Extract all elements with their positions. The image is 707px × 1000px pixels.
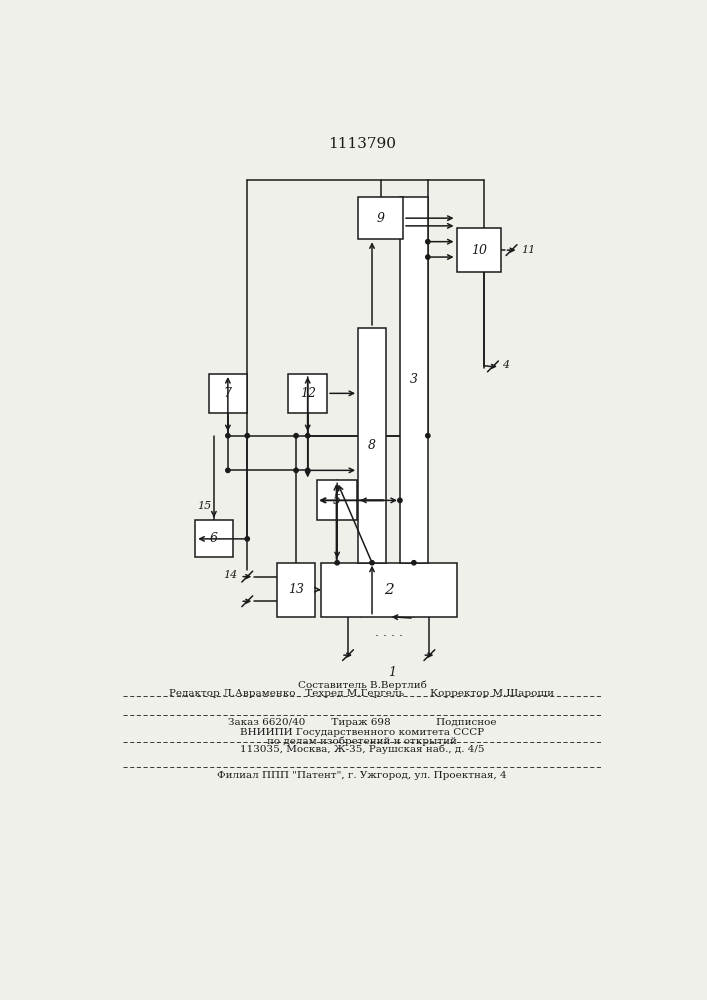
Text: ВНИИПИ Государственного комитета СССР: ВНИИПИ Государственного комитета СССР	[240, 728, 484, 737]
Circle shape	[226, 468, 230, 473]
Text: 2: 2	[384, 583, 394, 597]
Circle shape	[411, 561, 416, 565]
Bar	[288, 374, 327, 413]
Text: 113035, Москва, Ж-35, Раушская наб., д. 4/5: 113035, Москва, Ж-35, Раушская наб., д. …	[240, 744, 484, 754]
Circle shape	[370, 561, 374, 565]
Text: 10: 10	[471, 244, 487, 257]
Bar	[358, 328, 386, 563]
Bar	[400, 197, 428, 563]
Text: 7: 7	[224, 387, 232, 400]
Circle shape	[245, 434, 250, 438]
Text: . . . .: . . . .	[375, 626, 403, 639]
Text: Составитель В.Вертлиб: Составитель В.Вертлиб	[298, 681, 426, 690]
Bar	[276, 563, 315, 617]
Circle shape	[426, 255, 430, 259]
Circle shape	[426, 240, 430, 244]
Text: 6: 6	[210, 532, 218, 545]
Circle shape	[335, 561, 339, 565]
Circle shape	[226, 434, 230, 438]
Bar	[317, 480, 357, 520]
Text: 1: 1	[389, 666, 397, 679]
Text: 5: 5	[333, 494, 341, 507]
Circle shape	[294, 468, 298, 473]
Text: 11: 11	[521, 245, 535, 255]
Circle shape	[294, 434, 298, 438]
Text: 13: 13	[288, 583, 304, 596]
Text: по делам изобретений и открытий: по делам изобретений и открытий	[267, 736, 457, 746]
Text: Заказ 6620/40        Тираж 698              Подписное: Заказ 6620/40 Тираж 698 Подписное	[228, 718, 496, 727]
Text: 15: 15	[198, 501, 212, 511]
Text: Редактор Л.Авраменко   Техред М.Гергель        Корректор М.Шароши: Редактор Л.Авраменко Техред М.Гергель Ко…	[170, 689, 554, 698]
Text: 12: 12	[300, 387, 316, 400]
Text: 8: 8	[368, 439, 376, 452]
Bar	[209, 374, 247, 413]
Circle shape	[305, 468, 310, 473]
Circle shape	[426, 434, 430, 438]
Bar	[321, 563, 457, 617]
Circle shape	[398, 498, 402, 503]
Text: 3: 3	[410, 373, 418, 386]
Bar	[457, 228, 501, 272]
Circle shape	[245, 537, 250, 541]
Text: Филиал ППП "Патент", г. Ужгород, ул. Проектная, 4: Филиал ППП "Патент", г. Ужгород, ул. Про…	[217, 771, 507, 780]
Text: 14: 14	[223, 570, 238, 580]
Text: 9: 9	[377, 212, 385, 225]
Circle shape	[305, 434, 310, 438]
Bar	[195, 520, 233, 557]
Text: 4: 4	[502, 360, 509, 370]
Bar	[358, 197, 403, 239]
Text: 1113790: 1113790	[328, 137, 396, 151]
